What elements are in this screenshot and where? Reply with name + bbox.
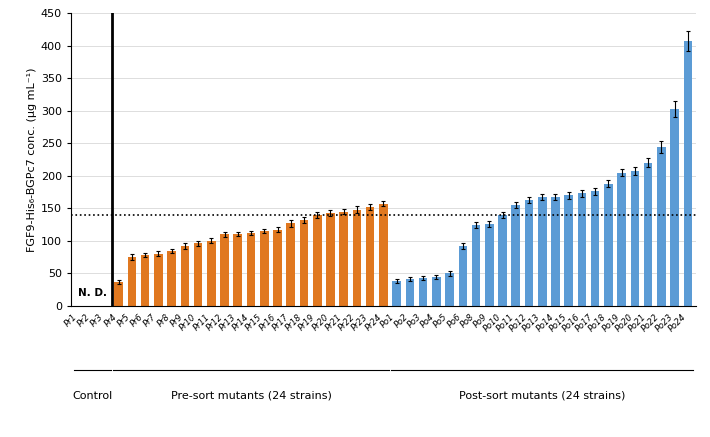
Bar [300,220,308,306]
Bar [670,109,679,306]
Bar [154,254,163,306]
Bar [511,205,520,306]
Bar [273,230,282,306]
Bar [353,210,361,306]
Bar [234,234,242,306]
Bar [657,147,666,306]
Bar [498,215,507,306]
Bar [207,241,216,306]
Bar [326,213,334,306]
Bar [220,234,229,306]
Bar [379,204,388,306]
Text: N. D.: N. D. [77,288,106,298]
Bar [618,173,626,306]
Bar [525,200,533,306]
Bar [471,225,481,306]
Bar [604,184,613,306]
Bar [459,246,467,306]
Bar [578,193,586,306]
Bar [128,257,136,306]
Bar [180,246,189,306]
Bar [485,224,493,306]
Bar [644,163,652,306]
Bar [432,277,441,306]
Bar [551,197,559,306]
Bar [366,207,374,306]
Bar [194,243,202,306]
Bar [393,281,401,306]
Bar [419,278,427,306]
Bar [168,250,176,306]
Text: Control: Control [72,391,112,401]
Bar [141,255,149,306]
Bar [260,231,268,306]
Bar [564,195,573,306]
Bar [339,212,348,306]
Text: Pre-sort mutants (24 strains): Pre-sort mutants (24 strains) [170,391,332,401]
Bar [684,41,692,306]
Bar [591,191,599,306]
Y-axis label: FGF9-His₆-BGPc7 conc. (µg mL⁻¹): FGF9-His₆-BGPc7 conc. (µg mL⁻¹) [27,67,37,252]
Bar [286,223,295,306]
Text: Post-sort mutants (24 strains): Post-sort mutants (24 strains) [459,391,626,401]
Bar [114,282,123,306]
Bar [445,274,454,306]
Bar [405,279,414,306]
Bar [313,215,322,306]
Bar [538,197,547,306]
Bar [630,171,639,306]
Bar [247,233,256,306]
